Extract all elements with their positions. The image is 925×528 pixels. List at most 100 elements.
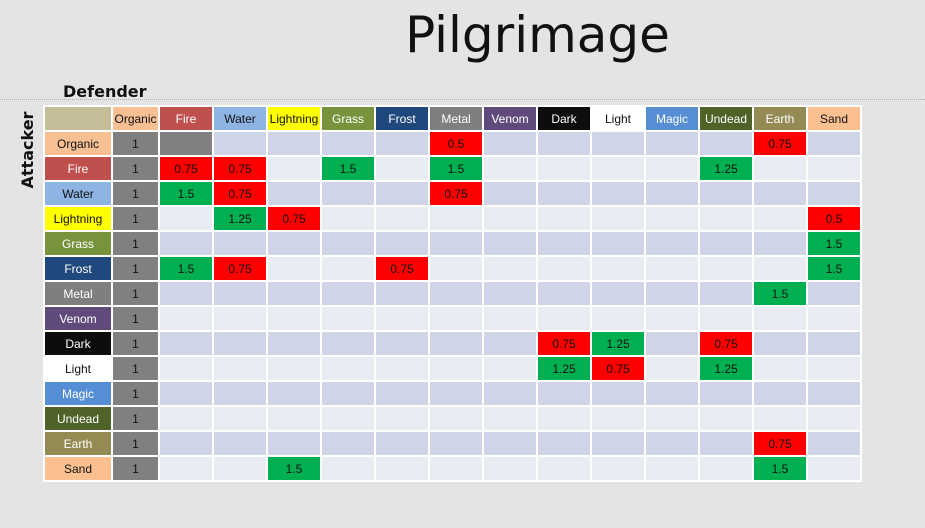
matrix-cell: 0.5 <box>808 207 860 230</box>
matrix-cell: 1.5 <box>808 232 860 255</box>
matrix-cell <box>700 257 752 280</box>
matrix-cell <box>808 132 860 155</box>
column-header-metal: Metal <box>430 107 482 130</box>
matrix-cell <box>160 282 212 305</box>
matrix-cell <box>538 182 590 205</box>
table-row: Magic 1 <box>45 382 860 405</box>
matrix-cell: 0.75 <box>538 332 590 355</box>
matrix-cell <box>646 257 698 280</box>
matrix-cell <box>700 282 752 305</box>
matrix-cell: 0.75 <box>754 132 806 155</box>
base-multiplier-cell: 1 <box>113 357 158 380</box>
base-multiplier-cell: 1 <box>113 157 158 180</box>
base-multiplier-cell: 1 <box>113 432 158 455</box>
matrix-cell: 0.75 <box>268 207 320 230</box>
matrix-cell <box>592 232 644 255</box>
table-row: Light 1 1.25 0.75 1.25 <box>45 357 860 380</box>
matrix-cell <box>214 332 266 355</box>
matrix-cell <box>214 232 266 255</box>
matrix-cell <box>808 407 860 430</box>
matrix-cell <box>538 457 590 480</box>
matrix-cell <box>376 332 428 355</box>
row-header-dark: Dark <box>45 332 111 355</box>
matrix-cell <box>646 357 698 380</box>
matrix-cell <box>538 207 590 230</box>
matrix-cell: 1.25 <box>538 357 590 380</box>
matrix-cell <box>376 182 428 205</box>
matrix-cell <box>322 407 374 430</box>
matrix-cell <box>376 382 428 405</box>
matrix-cell <box>700 407 752 430</box>
matrix-cell: 1.25 <box>700 357 752 380</box>
matrix-cell <box>538 382 590 405</box>
row-header-magic: Magic <box>45 382 111 405</box>
row-header-water: Water <box>45 182 111 205</box>
page-title: Pilgrimage <box>405 6 670 64</box>
matrix-cell <box>160 207 212 230</box>
matrix-cell <box>322 357 374 380</box>
matrix-cell <box>646 132 698 155</box>
matrix-cell <box>592 407 644 430</box>
matrix-cell: 1.5 <box>808 257 860 280</box>
table-row: Metal 1 1.5 <box>45 282 860 305</box>
table-row: Sand 1 1.5 1.5 <box>45 457 860 480</box>
matrix-cell <box>268 357 320 380</box>
matrix-cell <box>484 332 536 355</box>
matrix-cell: 0.75 <box>214 257 266 280</box>
matrix-cell <box>808 307 860 330</box>
matrix-cell <box>538 132 590 155</box>
matrix-cell <box>700 132 752 155</box>
matrix-cell <box>268 432 320 455</box>
matrix-cell <box>430 332 482 355</box>
column-header-organic: Organic <box>113 107 158 130</box>
matrix-cell <box>376 232 428 255</box>
matrix-cell <box>484 382 536 405</box>
row-header-lightning: Lightning <box>45 207 111 230</box>
matrix-cell <box>700 307 752 330</box>
attacker-label: Attacker <box>18 111 37 189</box>
matrix-cell <box>322 307 374 330</box>
matrix-cell <box>322 432 374 455</box>
matrix-cell <box>808 182 860 205</box>
matrix-cell <box>268 132 320 155</box>
column-header-fire: Fire <box>160 107 212 130</box>
matrix-cell <box>538 432 590 455</box>
matrix-cell <box>592 307 644 330</box>
matrix-cell <box>160 407 212 430</box>
matrix-cell <box>430 232 482 255</box>
matrix-cell <box>538 282 590 305</box>
matrix-cell: 1.5 <box>430 157 482 180</box>
table-row: Water 1 1.5 0.75 0.75 <box>45 182 860 205</box>
column-header-undead: Undead <box>700 107 752 130</box>
matrix-cell <box>700 182 752 205</box>
matrix-cell <box>592 257 644 280</box>
row-header-fire: Fire <box>45 157 111 180</box>
matrix-cell <box>214 407 266 430</box>
matrix-cell <box>430 407 482 430</box>
matrix-cell <box>646 157 698 180</box>
matrix-cell <box>754 307 806 330</box>
matrix-cell <box>754 182 806 205</box>
matrix-cell <box>646 432 698 455</box>
matrix-cell <box>700 432 752 455</box>
matrix-cell <box>646 232 698 255</box>
matrix-cell <box>376 207 428 230</box>
matrix-cell: 1.5 <box>322 157 374 180</box>
matrix-cell <box>160 132 212 155</box>
matrix-cell <box>322 232 374 255</box>
matrix-cell <box>484 257 536 280</box>
column-header-light: Light <box>592 107 644 130</box>
matrix-cell <box>484 207 536 230</box>
row-header-earth: Earth <box>45 432 111 455</box>
matrix-cell <box>430 382 482 405</box>
matrix-cell <box>376 307 428 330</box>
matrix-cell: 0.75 <box>700 332 752 355</box>
matrix-cell <box>214 382 266 405</box>
matrix-cell <box>322 182 374 205</box>
matrix-cell <box>160 232 212 255</box>
matrix-cell: 1.5 <box>160 257 212 280</box>
matrix-cell <box>268 307 320 330</box>
table-row: Fire 1 0.75 0.75 1.5 1.5 1.25 <box>45 157 860 180</box>
table-row: Venom 1 <box>45 307 860 330</box>
table-row: Frost 1 1.5 0.75 0.75 1.5 <box>45 257 860 280</box>
